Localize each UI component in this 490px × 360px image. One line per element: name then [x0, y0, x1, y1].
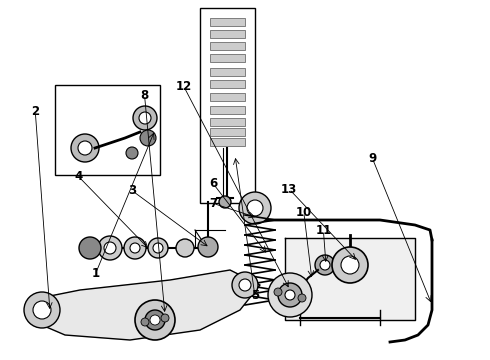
Circle shape [124, 237, 146, 259]
Text: 12: 12 [175, 80, 192, 93]
Text: 3: 3 [128, 184, 136, 197]
Circle shape [104, 242, 116, 254]
Circle shape [153, 243, 163, 253]
Text: 7: 7 [209, 197, 217, 210]
Circle shape [332, 247, 368, 283]
Bar [210, 42, 245, 50]
Circle shape [315, 255, 335, 275]
Circle shape [150, 315, 160, 325]
Circle shape [24, 292, 60, 328]
Bar [210, 54, 245, 62]
Circle shape [140, 130, 156, 146]
Circle shape [98, 236, 122, 260]
Circle shape [285, 290, 295, 300]
Circle shape [78, 141, 92, 155]
Text: 9: 9 [368, 152, 376, 165]
Text: 8: 8 [141, 89, 148, 102]
Circle shape [239, 192, 271, 224]
Circle shape [232, 272, 258, 298]
Circle shape [130, 243, 140, 253]
Circle shape [198, 237, 218, 257]
Circle shape [176, 239, 194, 257]
Circle shape [320, 260, 330, 270]
Bar [210, 18, 245, 26]
Text: 6: 6 [209, 177, 217, 190]
Polygon shape [30, 270, 260, 340]
Circle shape [274, 288, 282, 296]
Text: 1: 1 [92, 267, 99, 280]
Text: 11: 11 [315, 224, 332, 237]
Text: 4: 4 [74, 170, 82, 183]
Circle shape [268, 273, 312, 317]
Circle shape [161, 314, 169, 322]
Bar [210, 138, 245, 146]
Circle shape [296, 284, 304, 292]
Circle shape [219, 196, 231, 208]
Circle shape [135, 300, 175, 340]
Bar [200, 8, 255, 203]
Text: 2: 2 [31, 105, 39, 118]
Circle shape [126, 147, 138, 159]
Circle shape [139, 112, 151, 124]
Text: 13: 13 [281, 183, 297, 195]
Circle shape [239, 279, 251, 291]
Bar [210, 128, 245, 136]
Circle shape [145, 310, 165, 330]
Bar [210, 30, 245, 38]
Circle shape [71, 134, 99, 162]
Bar [55, 85, 160, 175]
Circle shape [148, 238, 168, 258]
Text: 5: 5 [251, 289, 259, 302]
Text: 10: 10 [295, 206, 312, 219]
Bar [210, 68, 245, 76]
Circle shape [141, 318, 149, 326]
Bar [210, 80, 245, 88]
Polygon shape [285, 238, 415, 320]
Circle shape [341, 256, 359, 274]
Circle shape [247, 200, 263, 216]
Circle shape [292, 280, 308, 296]
Bar [210, 118, 245, 126]
Circle shape [278, 283, 302, 307]
Bar [210, 93, 245, 101]
Circle shape [79, 237, 101, 259]
Circle shape [133, 106, 157, 130]
Bar [210, 106, 245, 114]
Circle shape [33, 301, 51, 319]
Circle shape [298, 294, 306, 302]
